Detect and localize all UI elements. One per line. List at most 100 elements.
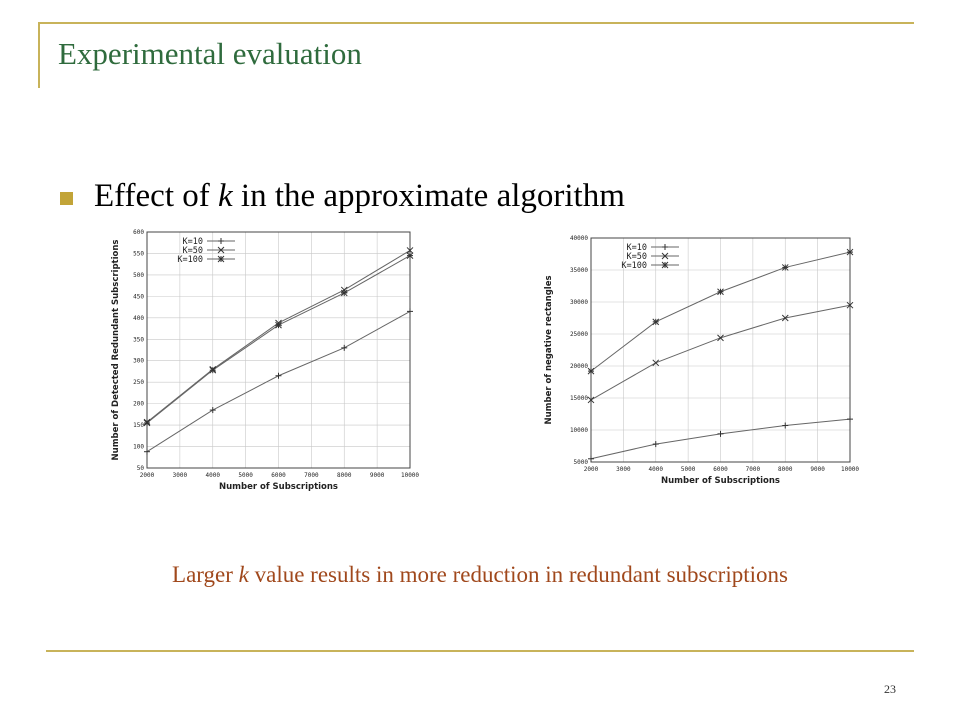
chart1-y-tick-label-11: 600: [133, 229, 144, 236]
chart1-series-2-point-0-d2: [143, 419, 151, 427]
chart2-x-tick-label-1: 3000: [616, 466, 631, 473]
chart1-y-tick-label-8: 450: [133, 293, 144, 300]
chart1-x-tick-label-1: 3000: [173, 472, 188, 479]
bullet-variable: k: [218, 178, 233, 214]
chart1-y-tick-label-0: 50: [137, 465, 145, 472]
chart1-legend-marker-2: [217, 255, 225, 263]
chart1-series-2-point-3: [340, 289, 348, 297]
chart1-series-2-point-0: [143, 419, 151, 427]
chart2-series-0-point-2: [717, 430, 724, 437]
chart2-legend-marker-0: [662, 244, 668, 250]
chart2-legend-marker-1: [661, 252, 669, 260]
chart2-legend-marker-1-d2: [661, 252, 669, 260]
chart1-x-tick-label-8: 10000: [401, 472, 419, 479]
footer-divider: [46, 650, 914, 652]
chart1-series-2-point-1: [209, 366, 217, 374]
chart2-series-2-point-1: [652, 318, 660, 326]
chart2-series-0-point-4: [847, 416, 853, 423]
slide-caption: Larger k value results in more reduction…: [0, 562, 960, 588]
caption-suffix: value results in more reduction in redun…: [248, 562, 788, 587]
chart1-y-tick-label-3: 200: [133, 401, 144, 408]
chart2-series-0-point-3: [782, 422, 789, 429]
chart1-x-tick-label-6: 8000: [337, 472, 352, 479]
chart2-y-tick-label-5: 30000: [570, 299, 588, 306]
chart2-series-2-point-3-d2: [781, 264, 789, 271]
chart1-x-tick-label-2: 4000: [206, 472, 221, 479]
chart1-legend-label-2: K=100: [177, 255, 203, 265]
chart2-y-axis-label: Number of negative rectangles: [544, 275, 554, 424]
chart2-legend-marker-2-d2: [661, 261, 669, 269]
chart2-x-tick-label-0: 2000: [584, 466, 599, 473]
page-number: 23: [884, 682, 896, 696]
chart1-legend-label-0: K=10: [183, 237, 203, 247]
chart1-y-tick-label-4: 250: [133, 379, 144, 386]
chart2-y-tick-label-7: 40000: [570, 235, 588, 242]
chart2-series-1-point-0-d2: [587, 396, 595, 404]
chart1-y-tick-label-10: 550: [133, 250, 144, 257]
chart2-x-tick-label-6: 8000: [778, 466, 793, 473]
chart1-legend-label-1: K=50: [183, 246, 203, 256]
chart2-series-2-point-4-d2: [846, 248, 854, 256]
chart1-series-0-point-2: [275, 372, 282, 379]
chart1-x-tick-label-7: 9000: [370, 472, 385, 479]
caption-prefix: Larger: [172, 562, 239, 587]
chart2-y-tick-label-2: 15000: [570, 395, 588, 402]
chart2-series-1-point-4: [846, 301, 854, 309]
chart-redundant-subscriptions-svg: 2000 3000 4000 5000 6000 7000 8000 9000 10000 50 1…: [111, 229, 419, 492]
chart2-x-tick-label-8: 10000: [841, 466, 859, 473]
chart1-series-2-point-2-d2: [275, 321, 282, 329]
chart2-x-tick-label-3: 5000: [681, 466, 696, 473]
chart2-y-tick-label-0: 5000: [574, 459, 589, 466]
chart1-x-tick-label-4: 6000: [271, 472, 286, 479]
chart2-series-1-point-3-d2: [781, 314, 789, 322]
caption-variable: k: [238, 562, 249, 587]
chart1-series-2-point-2: [275, 321, 282, 329]
bullet-suffix: in the approximate algorithm: [232, 178, 625, 214]
chart1-legend-marker-1-d2: [217, 246, 225, 254]
slide-title: Experimental evaluation: [58, 36, 362, 71]
chart2-x-tick-label-4: 6000: [713, 466, 728, 473]
chart1-x-tick-label-3: 5000: [238, 472, 253, 479]
chart2-series-1-point-0: [587, 396, 595, 404]
chart2-legend-label-2: K=100: [621, 261, 647, 271]
chart1-y-tick-label-1: 100: [133, 444, 144, 451]
chart2-series-1-point-1: [652, 359, 660, 367]
chart-redundant-subscriptions: 2000 3000 4000 5000 6000 7000 8000 9000 10000 50 1…: [110, 216, 426, 496]
chart2-series-2-point-4: [846, 248, 854, 256]
chart1-series-1-point-3-d2: [340, 286, 348, 294]
chart2-series-0-point-1: [652, 441, 659, 448]
chart2-series-1-point-1-d2: [652, 359, 660, 367]
chart2-series-2-point-3: [781, 264, 789, 271]
chart1-y-tick-label-7: 400: [133, 315, 144, 322]
chart1-series-2-point-4-d2: [406, 252, 414, 259]
chart1-series-0-point-0: [144, 448, 150, 455]
chart1-y-tick-label-5: 300: [133, 358, 144, 365]
bullet-text: Effect of k in the approximate algorithm: [94, 178, 625, 215]
chart1-series-1-point-4: [406, 247, 414, 254]
chart2-y-tick-label-1: 10000: [570, 427, 588, 434]
chart1-series-1-point-4-d2: [406, 247, 414, 254]
chart2-series-1-point-2-d2: [717, 334, 724, 342]
chart2-legend-label-0: K=10: [627, 243, 647, 253]
chart1-y-tick-label-6: 350: [133, 336, 144, 343]
chart1-series-2-point-1-d2: [209, 366, 217, 374]
chart1-x-tick-label-5: 7000: [304, 472, 319, 479]
chart2-x-axis-label: Number of Subscriptions: [661, 476, 780, 486]
chart1-series-2-point-3-d2: [340, 289, 348, 297]
chart2-y-tick-label-4: 25000: [570, 331, 588, 338]
chart2-series-0-point-0: [588, 455, 594, 462]
chart1-x-tick-label-0: 2000: [140, 472, 155, 479]
chart1-series-2-point-4: [406, 252, 414, 259]
chart1-legend-marker-0: [218, 238, 224, 244]
chart2-x-tick-label-2: 4000: [649, 466, 664, 473]
chart-negative-rectangles: 2000 3000 4000 5000 6000 7000 8000 9000 10000 500…: [543, 228, 865, 494]
chart2-series-2-point-2-d2: [717, 288, 724, 296]
chart2-legend-label-1: K=50: [627, 252, 647, 262]
chart2-series-1-point-4-d2: [846, 301, 854, 309]
chart1-y-tick-label-2: 150: [133, 422, 144, 429]
chart2-x-tick-label-5: 7000: [746, 466, 761, 473]
chart1-y-tick-label-9: 500: [133, 272, 144, 279]
chart1-y-axis-label: Number of Detected Redundant Subscriptio…: [111, 240, 121, 461]
chart2-legend-marker-2: [661, 261, 669, 269]
chart1-plot-frame: [146, 231, 411, 469]
